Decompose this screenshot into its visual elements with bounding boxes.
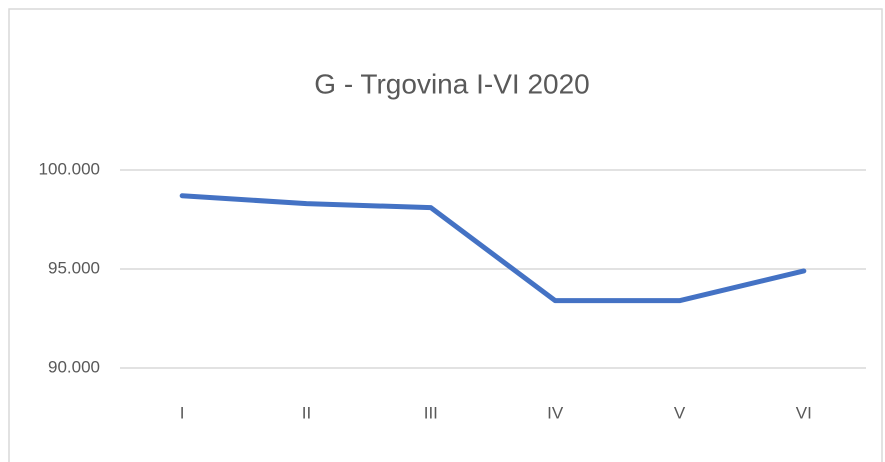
data-line [179,193,807,304]
y-tick-label: 95.000 [48,258,100,277]
chart-border [8,8,883,462]
x-tick-label: I [180,403,185,422]
y-tick-label: 90.000 [48,357,100,376]
y-tick-label: 100.000 [39,159,100,178]
x-tick-label: IV [547,403,564,422]
x-tick-label: II [302,403,311,422]
chart-title: G - Trgovina I-VI 2020 [314,68,589,99]
x-tick-label: III [424,403,438,422]
x-tick-label: VI [796,403,812,422]
x-tick-label: V [674,403,686,422]
